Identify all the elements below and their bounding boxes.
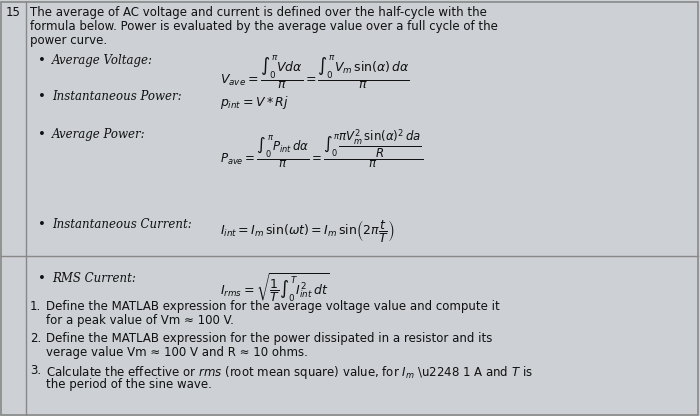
Text: RMS Current:: RMS Current: bbox=[52, 272, 136, 285]
Text: for a peak value of Vm ≈ 100 V.: for a peak value of Vm ≈ 100 V. bbox=[46, 314, 234, 327]
Text: Define the MATLAB expression for the average voltage value and compute it: Define the MATLAB expression for the ave… bbox=[46, 300, 500, 313]
Text: 15: 15 bbox=[6, 6, 20, 19]
Text: $V_{ave} = \dfrac{\int_0^{\pi} Vd\alpha}{\pi} = \dfrac{\int_0^{\pi} V_m\,\sin(\a: $V_{ave} = \dfrac{\int_0^{\pi} Vd\alpha}… bbox=[220, 54, 410, 92]
Text: Define the MATLAB expression for the power dissipated in a resistor and its: Define the MATLAB expression for the pow… bbox=[46, 332, 492, 345]
Text: $P_{ave} = \dfrac{\int_0^{\pi} P_{int}\,d\alpha}{\pi} = \dfrac{\int_0^{\pi}\dfra: $P_{ave} = \dfrac{\int_0^{\pi} P_{int}\,… bbox=[220, 128, 424, 171]
Text: $p_{int} = V * Rj$: $p_{int} = V * Rj$ bbox=[220, 94, 289, 111]
Text: Average Power:: Average Power: bbox=[52, 128, 146, 141]
Text: •: • bbox=[38, 90, 46, 103]
Text: $I_{int} = I_m\,\sin(\omega t) = I_m\,\sin\!\left(2\pi\dfrac{t}{T}\right)$: $I_{int} = I_m\,\sin(\omega t) = I_m\,\s… bbox=[220, 218, 395, 244]
Text: the period of the sine wave.: the period of the sine wave. bbox=[46, 378, 212, 391]
Text: •: • bbox=[38, 218, 46, 231]
Text: Calculate the effective or $\mathit{rms}$ (root mean square) value, for $I_m$ \u: Calculate the effective or $\mathit{rms}… bbox=[46, 364, 533, 381]
Text: •: • bbox=[38, 54, 46, 67]
Text: The average of AC voltage and current is defined over the half-cycle with the: The average of AC voltage and current is… bbox=[30, 6, 487, 19]
Text: •: • bbox=[38, 272, 46, 285]
Text: Instantaneous Current:: Instantaneous Current: bbox=[52, 218, 192, 231]
Text: 1.: 1. bbox=[30, 300, 41, 313]
Text: verage value Vm ≈ 100 V and R ≈ 10 ohms.: verage value Vm ≈ 100 V and R ≈ 10 ohms. bbox=[46, 346, 308, 359]
Text: •: • bbox=[38, 128, 46, 141]
Text: power curve.: power curve. bbox=[30, 34, 107, 47]
Text: 2.: 2. bbox=[30, 332, 41, 345]
Text: Average Voltage:: Average Voltage: bbox=[52, 54, 153, 67]
Text: Instantaneous Power:: Instantaneous Power: bbox=[52, 90, 181, 103]
Text: formula below. Power is evaluated by the average value over a full cycle of the: formula below. Power is evaluated by the… bbox=[30, 20, 498, 33]
Text: 3.: 3. bbox=[30, 364, 41, 377]
Text: $I_{rms} = \sqrt{\dfrac{1}{T}\int_0^{T} I_{int}^{2}\,dt}$: $I_{rms} = \sqrt{\dfrac{1}{T}\int_0^{T} … bbox=[220, 272, 330, 305]
